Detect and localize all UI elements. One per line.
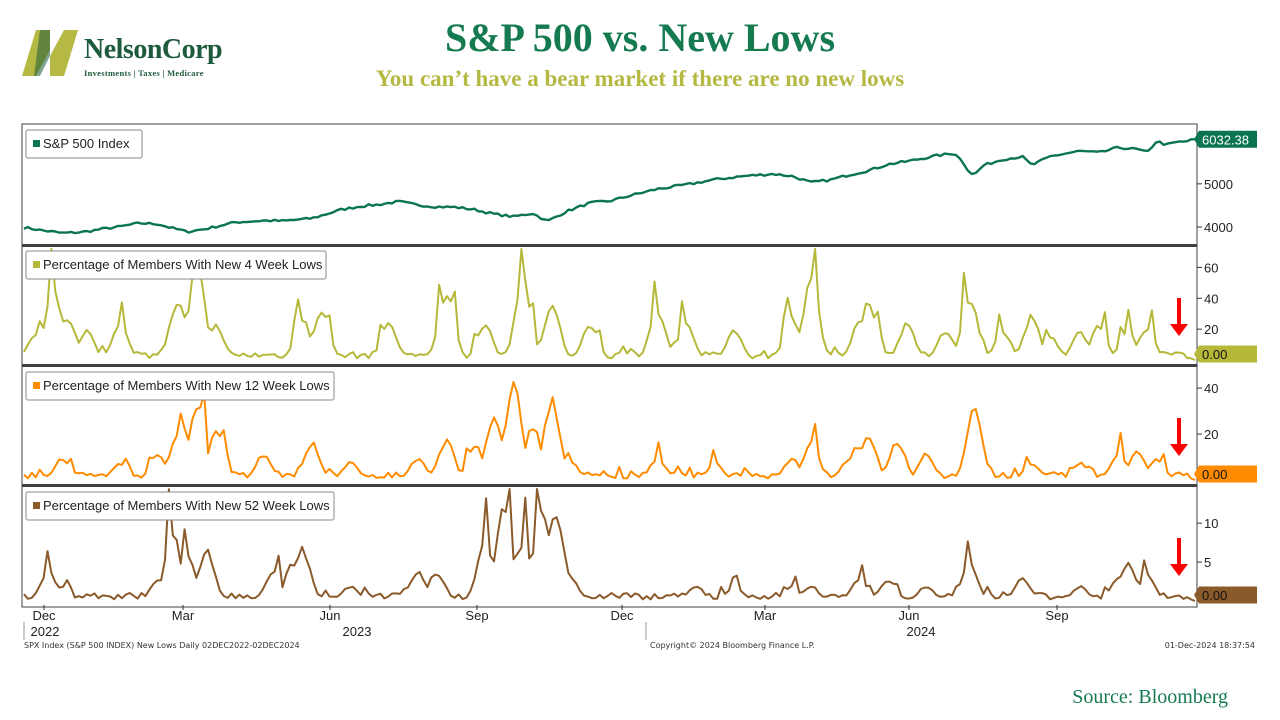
legend-box <box>25 371 335 401</box>
page-subtitle: You can’t have a bear market if there ar… <box>375 66 905 91</box>
y-tick-label: 20 <box>1204 427 1218 442</box>
down-arrow-head <box>1170 444 1188 456</box>
last-value-label: 0.00 <box>1202 588 1227 603</box>
legend-label: Percentage of Members With New 12 Week L… <box>43 378 330 393</box>
y-tick-label: 40 <box>1204 381 1218 396</box>
down-arrow-head <box>1170 564 1188 576</box>
last-value-label: 6032.38 <box>1202 132 1249 147</box>
y-tick-label: 60 <box>1204 260 1218 275</box>
legend-label: Percentage of Members With New 4 Week Lo… <box>43 257 323 272</box>
series-line-4 <box>23 488 1196 602</box>
x-year-label: 2022 <box>31 624 60 639</box>
x-tick-label: Dec <box>32 608 56 623</box>
series-line-3 <box>23 381 1196 481</box>
legend-box <box>25 250 327 280</box>
footer-left-note: SPX Index (S&P 500 INDEX) New Lows Daily… <box>24 641 300 650</box>
last-value-box <box>1194 130 1257 148</box>
y-tick-label: 5000 <box>1204 177 1233 192</box>
footer-center-note: Copyright© 2024 Bloomberg Finance L.P. <box>650 641 815 650</box>
source-label: Source: Bloomberg <box>1072 686 1228 708</box>
y-tick-label: 5 <box>1204 555 1211 570</box>
x-tick-label: Sep <box>465 608 488 623</box>
y-tick-label: 10 <box>1204 516 1218 531</box>
x-tick-label: Jun <box>320 608 341 623</box>
y-tick-label: 20 <box>1204 322 1218 337</box>
x-tick-label: Mar <box>172 608 195 623</box>
legend-box <box>25 491 335 521</box>
legend-swatch <box>33 502 40 509</box>
panel-divider <box>22 244 1197 247</box>
legend-swatch <box>33 261 40 268</box>
chart-area: 4000 5000 6032.38 S&P 500 Index 20 40 60 0.00 Pe… <box>21 123 1257 650</box>
logo-name: NelsonCorp <box>84 34 223 65</box>
x-year-label: 2024 <box>907 624 936 639</box>
footer-right-note: 01-Dec-2024 18:37:54 <box>1165 641 1255 650</box>
legend-swatch <box>33 140 40 147</box>
nelsoncorp-logo: NelsonCorp Investments | Taxes | Medicar… <box>20 26 230 80</box>
x-year-label: 2023 <box>343 624 372 639</box>
last-value-label: 0.00 <box>1202 467 1227 482</box>
down-arrow-head <box>1170 324 1188 336</box>
x-tick-label: Sep <box>1045 608 1068 623</box>
legend-box <box>25 129 143 159</box>
page-title: S&P 500 vs. New Lows <box>444 15 836 60</box>
panel-divider <box>22 484 1197 487</box>
y-tick-label: 40 <box>1204 291 1218 306</box>
y-tick-label: 4000 <box>1204 220 1233 235</box>
legend-swatch <box>33 382 40 389</box>
legend-label: Percentage of Members With New 52 Week L… <box>43 498 330 513</box>
last-value-box <box>1194 586 1257 604</box>
series-line-1 <box>23 138 1195 235</box>
series-line-2 <box>23 248 1196 361</box>
legend-label: S&P 500 Index <box>43 136 130 151</box>
x-tick-label: Dec <box>610 608 634 623</box>
x-tick-label: Mar <box>754 608 777 623</box>
panel-divider <box>22 364 1197 367</box>
last-value-label: 0.00 <box>1202 347 1227 362</box>
last-value-box <box>1194 465 1257 483</box>
x-tick-label: Jun <box>899 608 920 623</box>
logo-n-icon <box>22 30 78 76</box>
last-value-box <box>1194 345 1257 363</box>
logo-tagline: Investments | Taxes | Medicare <box>84 68 204 78</box>
